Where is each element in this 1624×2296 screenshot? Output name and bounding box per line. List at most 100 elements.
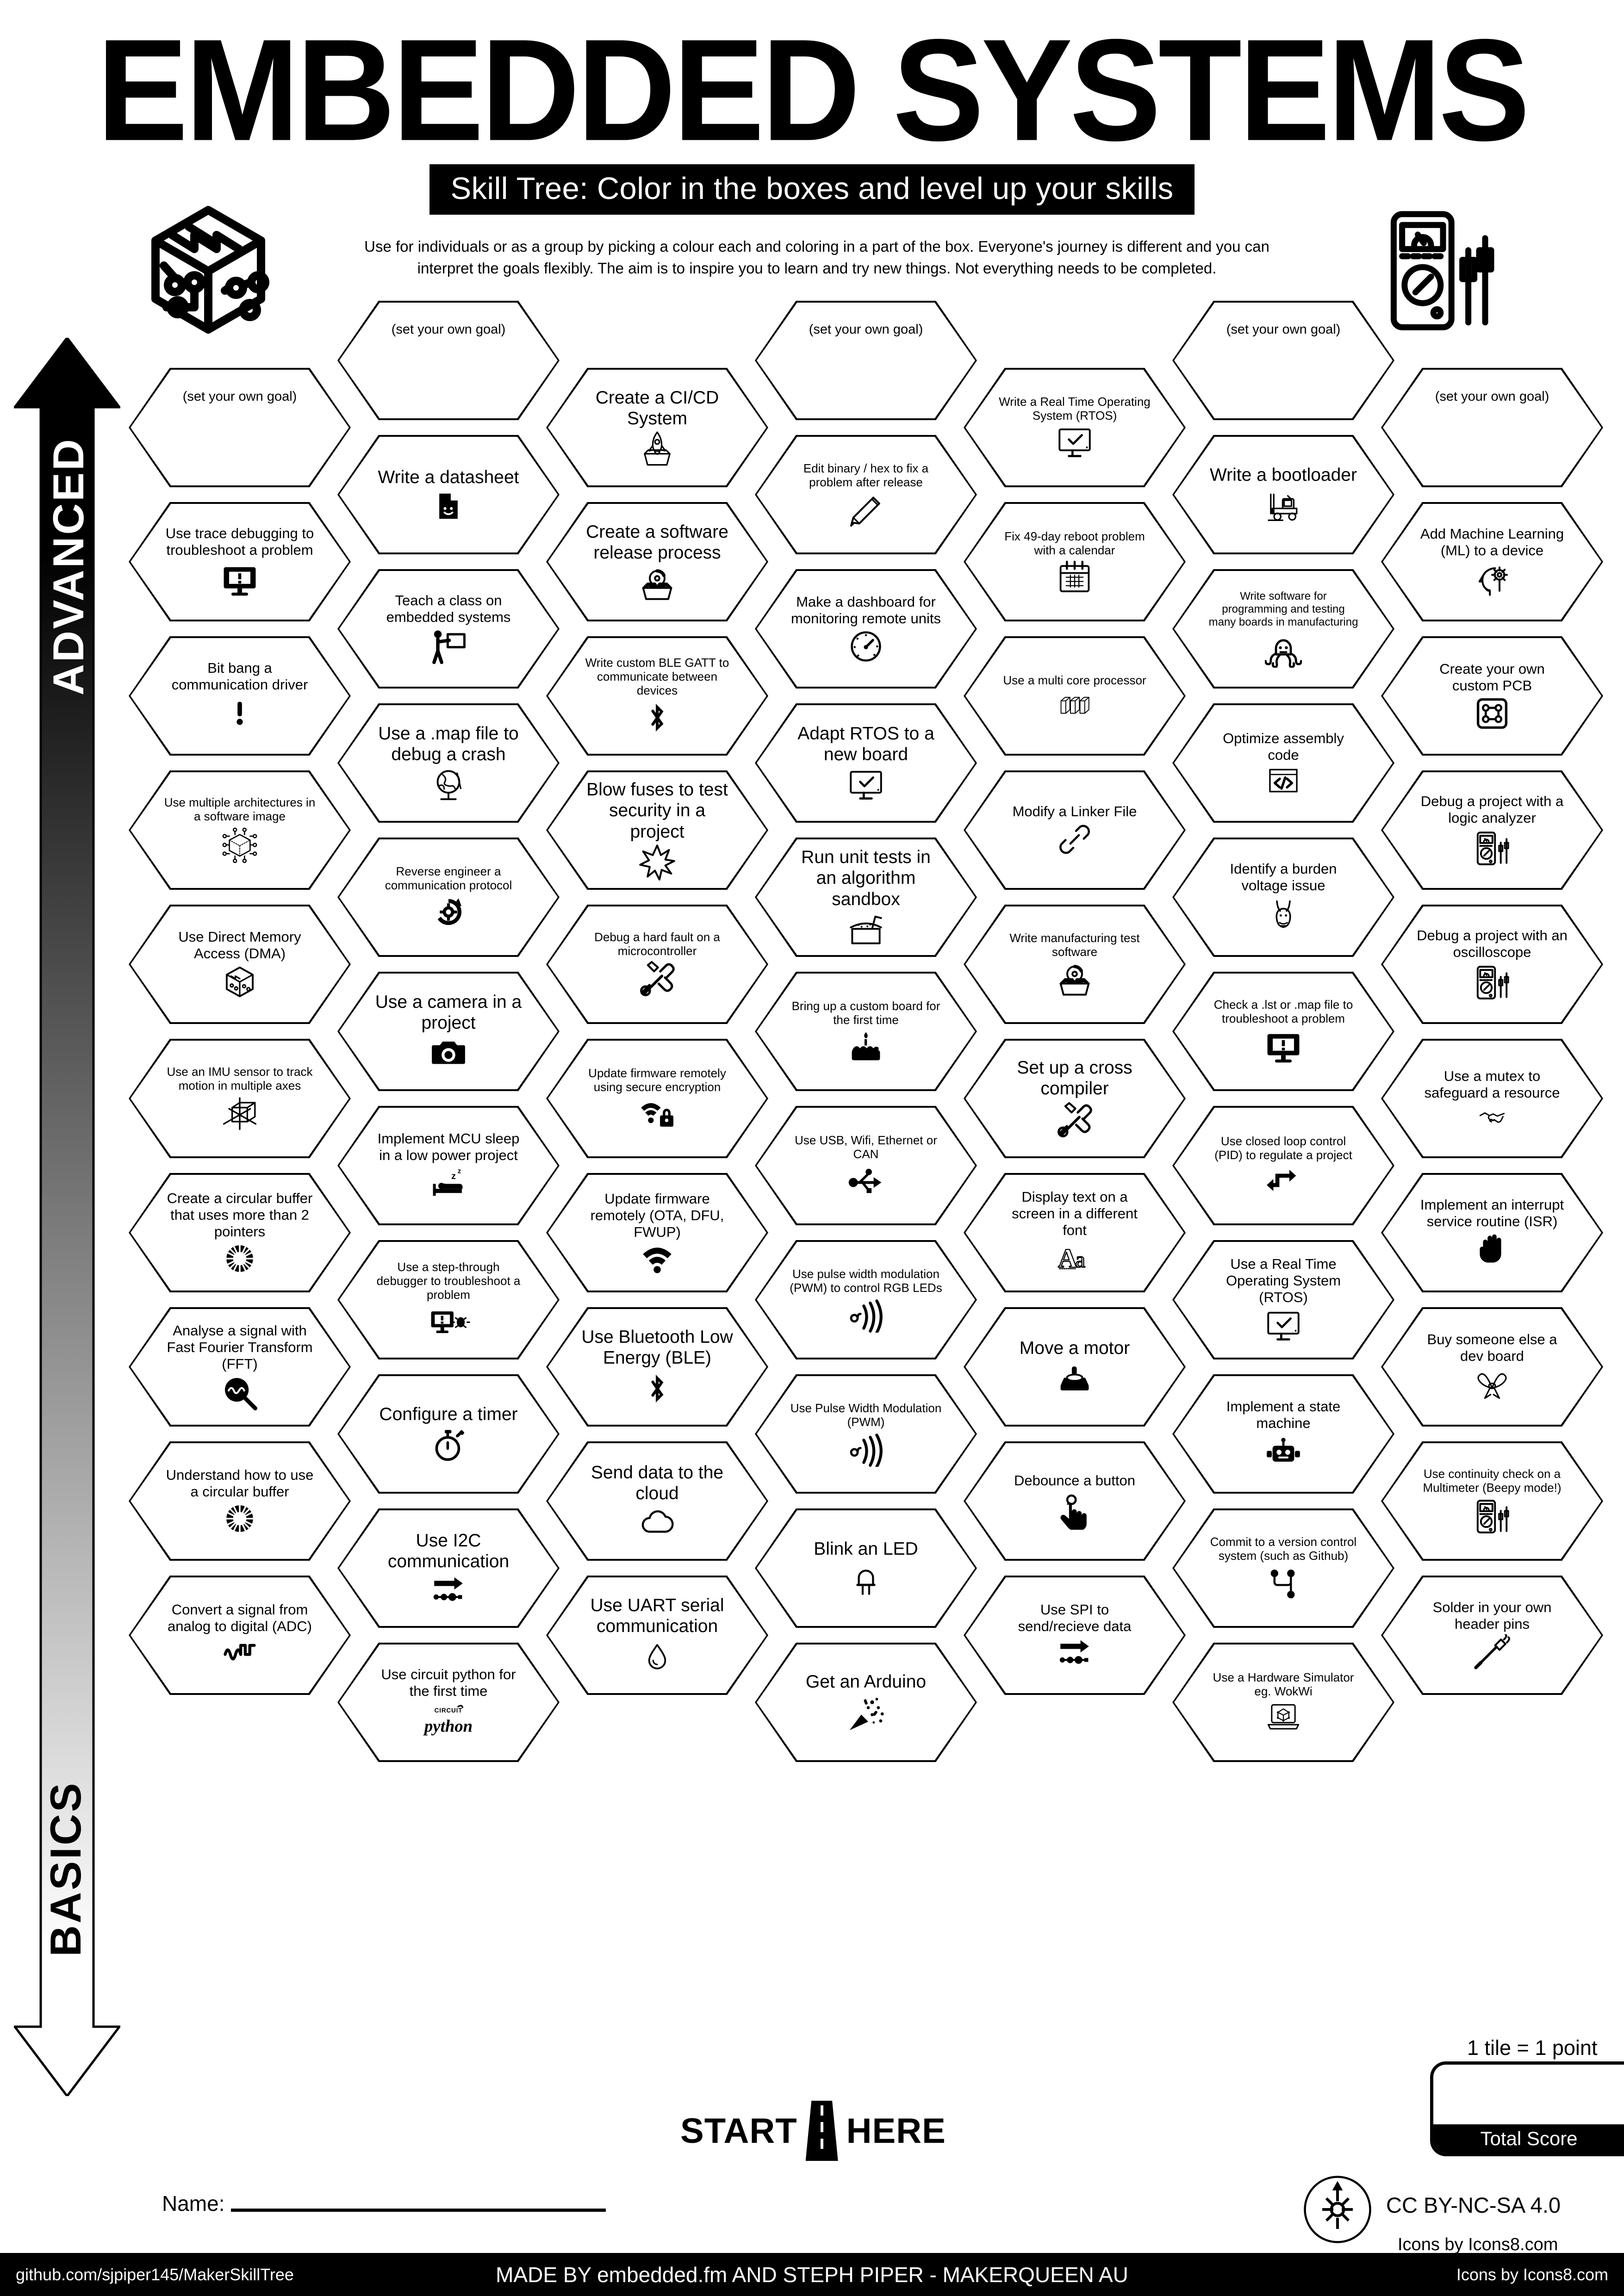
skill-tile[interactable]: Use continuity check on a Multimeter (Be… <box>1381 1441 1603 1561</box>
hex-fill[interactable] <box>1174 1376 1393 1492</box>
hex-fill[interactable] <box>757 1510 975 1626</box>
hex-fill[interactable] <box>1174 705 1393 821</box>
skill-tile[interactable]: Modify a Linker File <box>964 770 1186 890</box>
skill-tile[interactable]: Use trace debugging to troubleshoot a pr… <box>129 502 351 621</box>
hex-fill[interactable] <box>131 1309 349 1425</box>
hex-fill[interactable] <box>1174 1644 1393 1760</box>
hex-fill[interactable] <box>548 1309 766 1425</box>
skill-tile[interactable]: Update firmware remotely (OTA, DFU, FWUP… <box>546 1173 768 1292</box>
skill-tile[interactable]: Use Bluetooth Low Energy (BLE) <box>546 1307 768 1427</box>
skill-tile[interactable]: Write custom BLE GATT to communicate bet… <box>546 636 768 756</box>
skill-tile[interactable]: Use an IMU sensor to track motion in mul… <box>129 1039 351 1158</box>
skill-tile[interactable]: Analyse a signal with Fast Fourier Trans… <box>129 1307 351 1427</box>
hex-fill[interactable] <box>548 1443 766 1559</box>
hex-fill[interactable] <box>757 974 975 1089</box>
skill-tile[interactable]: Implement MCU sleep in a low power proje… <box>337 1106 560 1225</box>
skill-tile[interactable]: Edit binary / hex to fix a problem after… <box>755 435 977 554</box>
skill-tile[interactable]: Use a step-through debugger to troublesh… <box>337 1240 560 1359</box>
hex-fill[interactable] <box>757 1242 975 1358</box>
hex-fill[interactable] <box>339 1108 558 1223</box>
hex-fill[interactable] <box>339 571 558 687</box>
skill-tile-blank-goal[interactable]: (set your own goal) <box>1381 368 1603 487</box>
skill-tile[interactable]: Check a .lst or .map file to troubleshoo… <box>1172 972 1394 1091</box>
skill-tile[interactable]: Use Pulse Width Modulation (PWM) <box>755 1374 977 1494</box>
hex-fill[interactable] <box>1383 504 1601 620</box>
skill-tile[interactable]: Create a CI/CD System <box>546 368 768 487</box>
hex-fill[interactable] <box>757 1108 975 1223</box>
skill-tile[interactable]: Convert a signal from analog to digital … <box>129 1576 351 1695</box>
hex-fill[interactable] <box>965 638 1184 754</box>
skill-tile[interactable]: Update firmware remotely using secure en… <box>546 1039 768 1158</box>
skill-tile[interactable]: Create a circular buffer that uses more … <box>129 1173 351 1292</box>
hex-fill[interactable] <box>548 638 766 754</box>
footer-repo-link[interactable]: github.com/sjpiper145/MakerSkillTree <box>16 2265 294 2284</box>
hex-fill[interactable] <box>757 1376 975 1492</box>
skill-tile[interactable]: Use a Real Time Operating System (RTOS) <box>1172 1240 1394 1359</box>
skill-tile[interactable]: Use multiple architectures in a software… <box>129 770 351 890</box>
hex-fill[interactable] <box>1174 839 1393 955</box>
skill-tile[interactable]: Debug a hard fault on a microcontroller <box>546 905 768 1024</box>
hex-fill[interactable] <box>757 303 975 418</box>
hex-fill[interactable] <box>965 1041 1184 1156</box>
skill-tile[interactable]: Run unit tests in an algorithm sandbox <box>755 838 977 957</box>
skill-tile[interactable]: Use SPI to send/recieve data <box>964 1576 1186 1695</box>
hex-fill[interactable] <box>548 1577 766 1693</box>
skill-tile[interactable]: Buy someone else a dev board <box>1381 1307 1603 1427</box>
skill-tile[interactable]: Teach a class on embedded systems <box>337 569 560 689</box>
hex-fill[interactable] <box>1174 437 1393 552</box>
hex-fill[interactable] <box>1383 370 1601 485</box>
hex-fill[interactable] <box>131 906 349 1022</box>
hex-fill[interactable] <box>548 1041 766 1156</box>
skill-tile[interactable]: Reverse engineer a communication protoco… <box>337 838 560 957</box>
skill-tile[interactable]: Use Direct Memory Access (DMA) <box>129 905 351 1024</box>
hex-fill[interactable] <box>1383 906 1601 1022</box>
hex-fill[interactable] <box>548 772 766 888</box>
hex-fill[interactable] <box>1383 1041 1601 1156</box>
skill-tile[interactable]: Bit bang a communication driver <box>129 636 351 756</box>
hex-fill[interactable] <box>1174 1108 1393 1223</box>
skill-tile[interactable]: Solder in your own header pins <box>1381 1576 1603 1695</box>
skill-tile[interactable]: Use a camera in a project <box>337 972 560 1091</box>
skill-tile[interactable]: Write a bootloader <box>1172 435 1394 554</box>
skill-tile-blank-goal[interactable]: (set your own goal) <box>337 301 560 420</box>
skill-tile[interactable]: Use circuit python for the first time CIR… <box>337 1643 560 1762</box>
skill-tile[interactable]: Use I2C communication <box>337 1508 560 1628</box>
hex-fill[interactable] <box>339 705 558 821</box>
hex-fill[interactable] <box>131 1577 349 1693</box>
skill-tile[interactable]: Move a motor <box>964 1307 1186 1427</box>
skill-tile[interactable]: Display text on a screen in a different … <box>964 1173 1186 1292</box>
skill-tile[interactable]: Use closed loop control (PID) to regulat… <box>1172 1106 1394 1225</box>
skill-tile[interactable]: Write manufacturing test software <box>964 905 1186 1024</box>
skill-tile[interactable]: Debug a project with a logic analyzer <box>1381 770 1603 890</box>
hex-fill[interactable] <box>548 906 766 1022</box>
hex-fill[interactable] <box>1383 1577 1601 1693</box>
skill-tile-blank-goal[interactable]: (set your own goal) <box>1172 301 1394 420</box>
total-score-box[interactable]: Total Score <box>1430 2061 1624 2156</box>
skill-tile[interactable]: Write a Real Time Operating System (RTOS… <box>964 368 1186 487</box>
name-write-line[interactable] <box>231 2209 606 2212</box>
skill-tile[interactable]: Optimize assembly code <box>1172 703 1394 823</box>
skill-tile[interactable]: Configure a timer <box>337 1374 560 1494</box>
skill-tile[interactable]: Debounce a button <box>964 1441 1186 1561</box>
skill-tile[interactable]: Use UART serial communication <box>546 1576 768 1695</box>
skill-tile[interactable]: Debug a project with an oscilloscope <box>1381 905 1603 1024</box>
skill-tile[interactable]: Create a software release process <box>546 502 768 621</box>
name-field[interactable]: Name: <box>162 2191 606 2216</box>
skill-tile[interactable]: Use a .map file to debug a crash <box>337 703 560 823</box>
skill-tile[interactable]: Use USB, Wifi, Ethernet or CAN <box>755 1106 977 1225</box>
skill-tile[interactable]: Use pulse width modulation (PWM) to cont… <box>755 1240 977 1359</box>
skill-tile[interactable]: Adapt RTOS to a new board <box>755 703 977 823</box>
hex-fill[interactable] <box>339 303 558 418</box>
skill-tile[interactable]: Blink an LED <box>755 1508 977 1628</box>
hex-fill[interactable] <box>1174 571 1393 687</box>
skill-tile[interactable]: Use a multi core processor <box>964 636 1186 756</box>
skill-tile[interactable]: Bring up a custom board for the first ti… <box>755 972 977 1091</box>
hex-fill[interactable] <box>1174 303 1393 418</box>
skill-tile[interactable]: Understand how to use a circular buffer <box>129 1441 351 1561</box>
hex-fill[interactable] <box>131 772 349 888</box>
hex-fill[interactable] <box>1383 1175 1601 1291</box>
hex-fill[interactable] <box>757 705 975 821</box>
hex-fill[interactable] <box>1174 1510 1393 1626</box>
hex-fill[interactable] <box>757 839 975 955</box>
hex-fill[interactable] <box>1174 974 1393 1089</box>
